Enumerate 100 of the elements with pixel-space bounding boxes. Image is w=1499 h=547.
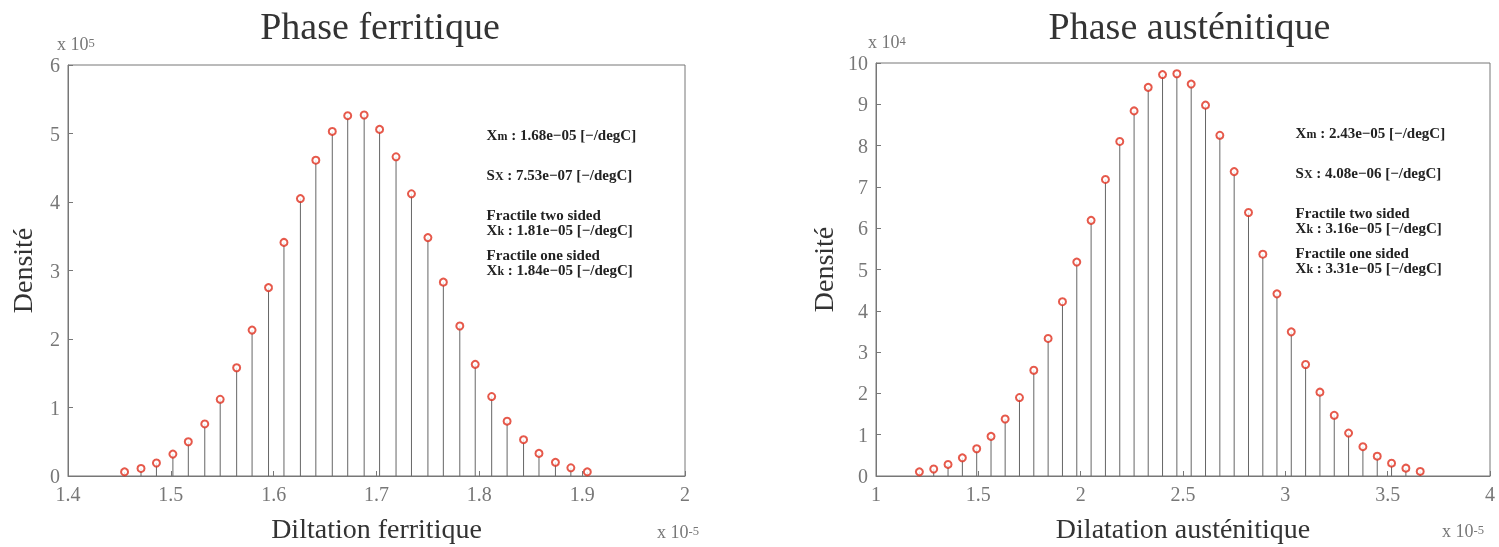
x-axis-title: Diltation ferritique: [271, 512, 482, 544]
point: [1344, 428, 1354, 438]
point: [1043, 333, 1053, 343]
annotation: Fractile two sided Xk : 3.16e−05 [−/degC]: [1295, 204, 1442, 236]
point: [534, 448, 544, 458]
point: [1286, 327, 1296, 337]
point: [200, 419, 210, 429]
y-tick-label: 5: [50, 122, 60, 145]
point: [1301, 359, 1311, 369]
point: [1086, 215, 1096, 225]
point: [183, 437, 193, 447]
x-tick-label: 1.9: [569, 483, 595, 505]
annotation: Xm : 1.68e−05 [−/degC]: [486, 126, 637, 143]
point: [343, 111, 353, 121]
point: [1143, 82, 1153, 92]
point: [1000, 414, 1010, 424]
y-tick-label: 2: [858, 382, 868, 405]
y-tick-label: 10: [848, 52, 868, 74]
point: [929, 464, 939, 474]
chart-title: Phase austénitique: [1048, 5, 1331, 47]
point: [1057, 297, 1067, 307]
point: [1401, 463, 1411, 473]
point: [914, 467, 924, 477]
x-tick-label: 3: [1280, 483, 1291, 505]
point: [215, 394, 225, 404]
point: [957, 453, 967, 463]
annotation: SX : 4.08e−06 [−/degC]: [1295, 164, 1442, 181]
point: [120, 467, 130, 477]
point: [582, 467, 592, 477]
point: [1158, 70, 1168, 80]
point: [943, 459, 953, 469]
point: [1072, 257, 1082, 267]
point: [391, 152, 401, 162]
point: [1372, 451, 1382, 461]
point: [1272, 289, 1282, 299]
point: [359, 110, 369, 120]
x-tick-label: 1.5: [158, 483, 184, 505]
point: [247, 325, 257, 335]
point: [327, 126, 337, 136]
point: [986, 431, 996, 441]
point: [470, 359, 480, 369]
point: [1329, 410, 1339, 420]
y-tick-label: 7: [858, 175, 868, 198]
chart-title: Phase ferritique: [260, 5, 500, 47]
point: [1201, 100, 1211, 110]
y-axis-title: Densité: [6, 227, 38, 314]
x-tick-label: 3.5: [1375, 483, 1401, 505]
point: [1115, 136, 1125, 146]
x-tick-label: 4: [1485, 483, 1495, 505]
y-tick-label: 1: [50, 396, 60, 419]
point: [1358, 442, 1368, 452]
point: [168, 449, 178, 459]
y-tick-label: 2: [50, 328, 60, 350]
point: [1415, 466, 1425, 476]
y-tick-label: 5: [858, 258, 868, 281]
point: [1244, 208, 1253, 217]
x-tick-label: 1.7: [364, 483, 389, 505]
point: [455, 321, 465, 331]
point: [566, 463, 576, 473]
point: [502, 416, 512, 426]
point: [1014, 393, 1024, 403]
point: [1029, 365, 1039, 375]
y-tick-label: 9: [858, 93, 868, 116]
annotation: Xm : 2.43e−05 [−/degC]: [1295, 124, 1446, 141]
y-tick-label: 3: [50, 259, 60, 282]
point: [1229, 167, 1239, 177]
point: [406, 189, 416, 199]
point: [151, 458, 161, 468]
point: [487, 392, 497, 402]
point: [1215, 130, 1225, 140]
annotation: Fractile one sided Xk : 1.84e−05 [−/degC]: [486, 246, 633, 278]
y-axis-title: Densité: [807, 226, 839, 313]
point: [375, 124, 385, 134]
x-tick-label: 1.8: [466, 483, 492, 505]
point: [1100, 174, 1110, 184]
point: [136, 463, 146, 473]
y-tick-label: 4: [50, 191, 60, 213]
point: [438, 277, 448, 287]
x-tick-label: 2: [1075, 483, 1086, 505]
x-tick-label: 1.6: [261, 483, 287, 505]
x-tick-label: 2: [680, 483, 690, 505]
point: [279, 237, 289, 247]
point: [1186, 79, 1196, 89]
point: [519, 435, 529, 445]
y-tick-label: 8: [858, 134, 868, 157]
point: [972, 444, 982, 454]
point: [264, 283, 274, 293]
point: [1172, 69, 1182, 79]
point: [295, 194, 305, 204]
point: [232, 363, 242, 373]
point: [1258, 249, 1268, 259]
x-axis-title: Dilatation austénitique: [1055, 512, 1311, 544]
point: [311, 155, 321, 165]
y-tick-label: 0: [858, 465, 868, 487]
point: [1387, 458, 1397, 468]
x-tick-label: 2.5: [1170, 483, 1196, 505]
annotation: Fractile two sided Xk : 1.81e−05 [−/degC]: [486, 206, 633, 238]
point: [1315, 387, 1325, 397]
y-tick-label: 4: [858, 299, 868, 322]
x-tick-label: 1.5: [965, 483, 991, 505]
